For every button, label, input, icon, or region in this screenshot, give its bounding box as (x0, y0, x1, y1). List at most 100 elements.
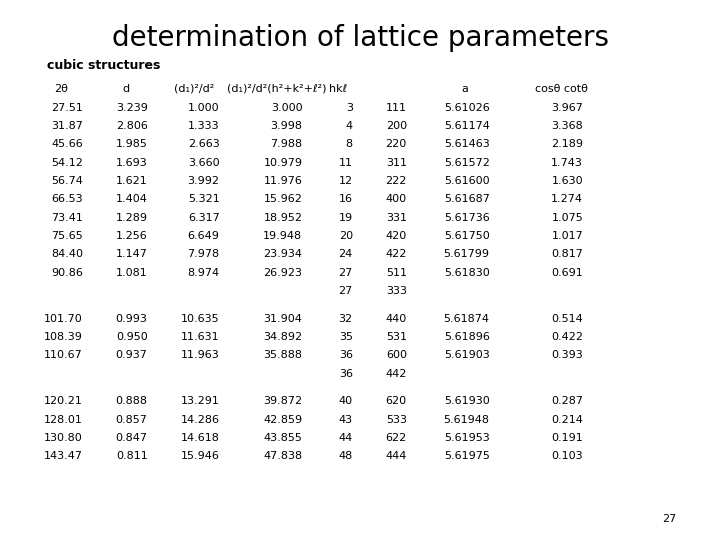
Text: determination of lattice parameters: determination of lattice parameters (112, 24, 608, 52)
Text: 1.017: 1.017 (552, 231, 583, 241)
Text: 6.649: 6.649 (188, 231, 220, 241)
Text: 27.51: 27.51 (51, 103, 83, 113)
Text: 0.514: 0.514 (552, 314, 583, 324)
Text: 5.61953: 5.61953 (444, 433, 490, 443)
Text: 622: 622 (385, 433, 407, 443)
Text: 200: 200 (386, 121, 407, 131)
Text: 24: 24 (338, 249, 353, 260)
Text: 66.53: 66.53 (51, 194, 83, 205)
Text: 400: 400 (386, 194, 407, 205)
Text: 19: 19 (338, 213, 353, 223)
Text: 42.859: 42.859 (264, 415, 302, 425)
Text: 533: 533 (386, 415, 407, 425)
Text: 11.631: 11.631 (181, 332, 220, 342)
Text: 47.838: 47.838 (264, 451, 302, 462)
Text: 0.817: 0.817 (552, 249, 583, 260)
Text: 5.61687: 5.61687 (444, 194, 490, 205)
Text: cubic structures: cubic structures (47, 59, 160, 72)
Text: 6.317: 6.317 (188, 213, 220, 223)
Text: 16: 16 (339, 194, 353, 205)
Text: 56.74: 56.74 (51, 176, 83, 186)
Text: 10.635: 10.635 (181, 314, 220, 324)
Text: 5.61799: 5.61799 (444, 249, 490, 260)
Text: 35.888: 35.888 (264, 350, 302, 361)
Text: 101.70: 101.70 (44, 314, 83, 324)
Text: 1.274: 1.274 (552, 194, 583, 205)
Text: 5.61750: 5.61750 (444, 231, 490, 241)
Text: a: a (461, 84, 468, 94)
Text: 2.806: 2.806 (116, 121, 148, 131)
Text: 54.12: 54.12 (51, 158, 83, 168)
Text: 1.000: 1.000 (188, 103, 220, 113)
Text: 1.404: 1.404 (116, 194, 148, 205)
Text: 45.66: 45.66 (51, 139, 83, 150)
Text: 36: 36 (339, 350, 353, 361)
Text: 0.393: 0.393 (552, 350, 583, 361)
Text: 5.61174: 5.61174 (444, 121, 490, 131)
Text: 620: 620 (386, 396, 407, 407)
Text: 75.65: 75.65 (51, 231, 83, 241)
Text: 1.289: 1.289 (116, 213, 148, 223)
Text: 32: 32 (338, 314, 353, 324)
Text: 8.974: 8.974 (187, 268, 220, 278)
Text: 0.191: 0.191 (552, 433, 583, 443)
Text: 0.888: 0.888 (116, 396, 148, 407)
Text: 11.963: 11.963 (181, 350, 220, 361)
Text: 3.660: 3.660 (188, 158, 220, 168)
Text: 34.892: 34.892 (264, 332, 302, 342)
Text: 110.67: 110.67 (44, 350, 83, 361)
Text: 10.979: 10.979 (264, 158, 302, 168)
Text: 1.630: 1.630 (552, 176, 583, 186)
Text: 5.61896: 5.61896 (444, 332, 490, 342)
Text: 12: 12 (338, 176, 353, 186)
Text: 5.61026: 5.61026 (444, 103, 490, 113)
Text: 0.287: 0.287 (552, 396, 583, 407)
Text: 1.743: 1.743 (552, 158, 583, 168)
Text: 511: 511 (386, 268, 407, 278)
Text: 220: 220 (385, 139, 407, 150)
Text: 73.41: 73.41 (51, 213, 83, 223)
Text: 1.075: 1.075 (552, 213, 583, 223)
Text: 5.61736: 5.61736 (444, 213, 490, 223)
Text: 1.985: 1.985 (116, 139, 148, 150)
Text: 600: 600 (386, 350, 407, 361)
Text: 0.422: 0.422 (552, 332, 583, 342)
Text: hkℓ: hkℓ (329, 84, 348, 94)
Text: 440: 440 (385, 314, 407, 324)
Text: 11: 11 (339, 158, 353, 168)
Text: 333: 333 (386, 286, 407, 296)
Text: 15.946: 15.946 (181, 451, 220, 462)
Text: 26.923: 26.923 (264, 268, 302, 278)
Text: 40: 40 (338, 396, 353, 407)
Text: 13.291: 13.291 (181, 396, 220, 407)
Text: 1.621: 1.621 (116, 176, 148, 186)
Text: 2θ: 2θ (54, 84, 68, 94)
Text: 0.857: 0.857 (116, 415, 148, 425)
Text: 0.103: 0.103 (552, 451, 583, 462)
Text: 4: 4 (346, 121, 353, 131)
Text: 5.61975: 5.61975 (444, 451, 490, 462)
Text: 1.693: 1.693 (116, 158, 148, 168)
Text: 3: 3 (346, 103, 353, 113)
Text: 20: 20 (338, 231, 353, 241)
Text: 128.01: 128.01 (44, 415, 83, 425)
Text: 0.691: 0.691 (552, 268, 583, 278)
Text: 311: 311 (386, 158, 407, 168)
Text: 5.321: 5.321 (188, 194, 220, 205)
Text: 15.962: 15.962 (264, 194, 302, 205)
Text: 1.256: 1.256 (116, 231, 148, 241)
Text: 5.61948: 5.61948 (444, 415, 490, 425)
Text: 0.993: 0.993 (116, 314, 148, 324)
Text: 1.081: 1.081 (116, 268, 148, 278)
Text: 5.61463: 5.61463 (444, 139, 490, 150)
Text: 1.147: 1.147 (116, 249, 148, 260)
Text: 0.214: 0.214 (552, 415, 583, 425)
Text: 27: 27 (338, 286, 353, 296)
Text: 2.663: 2.663 (188, 139, 220, 150)
Text: 111: 111 (386, 103, 407, 113)
Text: 2.189: 2.189 (552, 139, 583, 150)
Text: 5.61600: 5.61600 (444, 176, 490, 186)
Text: 442: 442 (385, 369, 407, 379)
Text: 5.61930: 5.61930 (444, 396, 490, 407)
Text: 39.872: 39.872 (264, 396, 302, 407)
